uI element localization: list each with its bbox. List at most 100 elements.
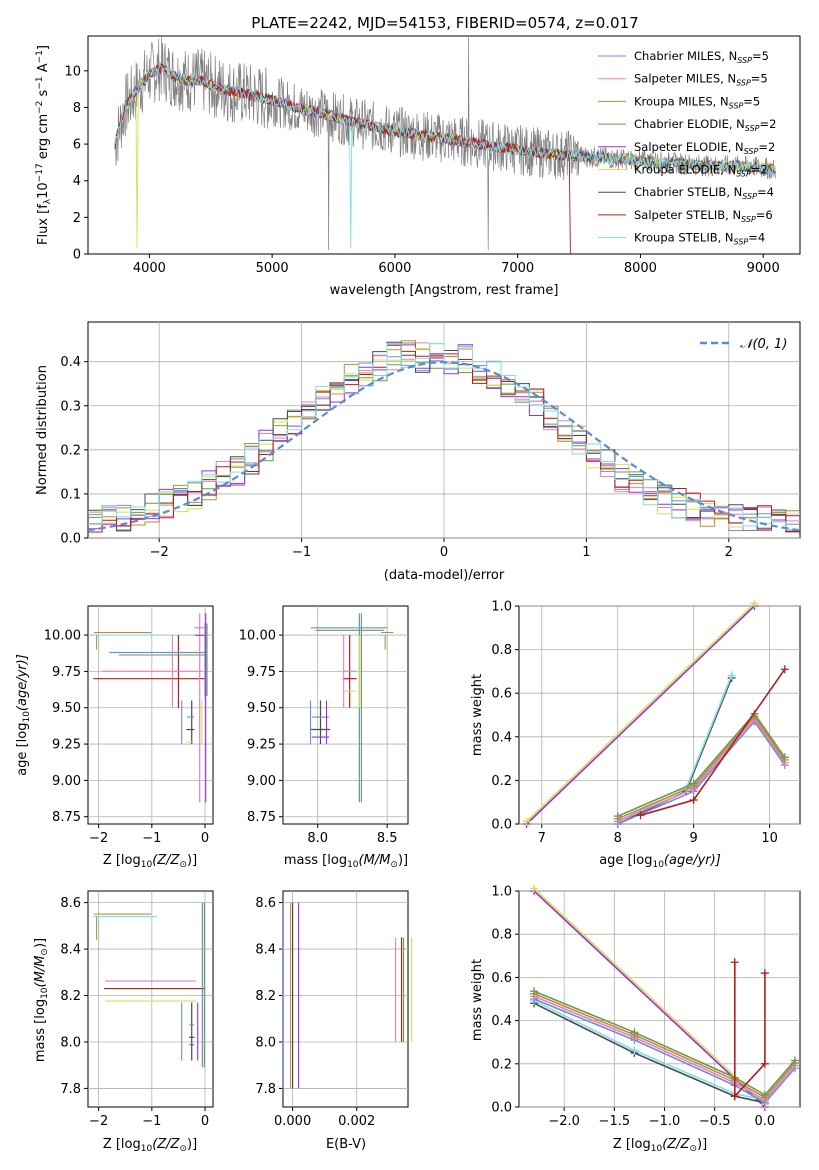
weight-line — [733, 962, 766, 1099]
y-tick-label: 8 — [73, 101, 81, 116]
y-tick-label: 7.8 — [255, 1082, 276, 1097]
y-tick-label: 0.0 — [491, 1101, 512, 1116]
mass-vs-ebv-content: 0.000 0.002 7.8 8.0 8.2 8.4 8.6 — [255, 891, 413, 1129]
mass-vs-ebv-panel: 0.000 0.002 7.8 8.0 8.2 8.4 8.6 E(B-V) — [255, 890, 413, 1152]
y-tick-label: 0.6 — [491, 687, 512, 702]
y-tick-label: 9.25 — [52, 738, 81, 753]
y-tick-label: 0.2 — [491, 1057, 512, 1072]
weight-line — [533, 890, 766, 1108]
weight-marker — [727, 671, 736, 680]
x-tick-label: −1 — [142, 1114, 161, 1129]
x-tick-label: 9000 — [747, 261, 780, 276]
legend-label: Chabrier STELIB, NSSP=4 — [634, 185, 774, 201]
y-tick-label: 9.75 — [247, 665, 276, 680]
y-tick-label: 6 — [73, 138, 81, 153]
x-tick-label: 1 — [582, 545, 590, 560]
x-tick-label: 10 — [761, 831, 778, 846]
weight-vs-z-frame — [518, 890, 801, 1108]
weight-line — [617, 715, 786, 820]
mass-vs-ebv-x-label: E(B-V) — [326, 1137, 366, 1152]
weight-vs-z-x-label: Z [log10(Z/Z⊙)] — [613, 1137, 707, 1154]
y-tick-label: 10 — [64, 64, 81, 79]
histogram-y-label: Normed distribution — [35, 365, 50, 495]
y-tick-label: 0.4 — [491, 730, 512, 745]
weight-marker — [613, 812, 622, 821]
weight-marker — [780, 665, 789, 674]
x-tick-label: 7000 — [501, 261, 534, 276]
histogram-grid: −2 −1 0 1 2 0.0 0.1 0.2 0.3 0.4 — [60, 322, 800, 560]
x-tick-label: 4000 — [133, 261, 166, 276]
age-vs-mass-frame — [282, 605, 409, 825]
x-tick-label: −1 — [142, 831, 161, 846]
spectrum-x-label: wavelength [Angstrom, rest frame] — [330, 283, 559, 298]
weight-vs-z-content: −2.0 −1.5 −1.0 −0.5 0.0 0.0 0.2 0.4 0.6 0.8 1.0 — [491, 884, 800, 1129]
spectrum-lines — [114, 35, 776, 255]
y-tick-label: 9.00 — [247, 774, 276, 789]
x-tick-label: −1.5 — [599, 1114, 631, 1129]
weight-marker — [630, 1028, 639, 1037]
y-tick-label: 0.4 — [60, 355, 81, 370]
histogram-panel: −2 −1 0 1 2 0.0 0.1 0.2 0.3 0.4 𝒩(0, 1) (data-mod… — [35, 321, 801, 583]
weight-vs-z-panel: −2.0 −1.5 −1.0 −0.5 0.0 0.0 0.2 0.4 0.6 0.8 1.0 Z … — [470, 884, 801, 1154]
y-tick-label: 0.0 — [60, 532, 81, 547]
x-tick-label: −2 — [150, 545, 169, 560]
legend-label: Kroupa STELIB, NSSP=4 — [634, 231, 765, 247]
x-tick-label: −1.0 — [649, 1114, 681, 1129]
x-tick-label: 9 — [690, 831, 698, 846]
age-vs-mass-x-label: mass [log10(M/M⊙)] — [284, 853, 408, 870]
x-tick-label: −2.0 — [548, 1114, 580, 1129]
x-tick-label: 0.002 — [338, 1114, 375, 1129]
x-tick-label: −0.5 — [699, 1114, 731, 1129]
weight-line — [617, 717, 786, 823]
histogram-steps — [87, 340, 801, 533]
spectrum-panel: 4000 5000 6000 7000 8000 9000 0 2 4 6 8 10 Chabrier… — [35, 35, 801, 298]
y-tick-label: 10.00 — [44, 629, 81, 644]
y-tick-label: 8.6 — [60, 896, 81, 911]
weight-marker — [730, 958, 739, 967]
spectrum-y-label: Flux [fλ10−17 erg cm−2 s−1 A−1] — [35, 45, 53, 245]
age-vs-z-frame — [87, 605, 214, 825]
x-tick-label: 0 — [201, 1114, 209, 1129]
y-tick-label: 0 — [73, 248, 81, 263]
y-tick-label: 8.6 — [255, 896, 276, 911]
weight-marker — [689, 779, 698, 788]
legend-label: Chabrier ELODIE, NSSP=2 — [634, 117, 776, 133]
y-tick-label: 0.0 — [491, 818, 512, 833]
age-vs-z-content: −2 −1 0 8.75 9.00 9.25 9.50 9.75 10.00 — [44, 606, 213, 846]
age-vs-z-panel: −2 −1 0 8.75 9.00 9.25 9.50 9.75 10.00 Z [log10(… — [15, 605, 214, 870]
weight-marker — [630, 1046, 639, 1055]
legend-label: Salpeter STELIB, NSSP=6 — [634, 208, 773, 224]
weight-vs-age-panel: 7 8 9 10 0.0 0.2 0.4 0.6 0.8 1.0 age [log10(age/y… — [470, 599, 801, 870]
legend-label: Salpeter ELODIE, NSSP=2 — [634, 140, 775, 156]
figure-title: PLATE=2242, MJD=54153, FIBERID=0574, z=0… — [251, 14, 638, 32]
y-tick-label: 8.2 — [255, 989, 276, 1004]
x-tick-label: 0 — [201, 831, 209, 846]
y-tick-label: 4 — [73, 174, 81, 189]
weight-line — [526, 605, 755, 825]
y-tick-label: 0.8 — [491, 643, 512, 658]
y-tick-label: 0.3 — [60, 399, 81, 414]
mass-vs-z-frame — [87, 890, 214, 1108]
y-tick-label: 9.50 — [52, 701, 81, 716]
x-tick-label: 2 — [725, 545, 733, 560]
weight-marker — [780, 753, 789, 762]
y-tick-label: 10.00 — [239, 629, 276, 644]
weight-vs-age-y-label: mass weight — [470, 674, 485, 756]
weight-marker — [750, 599, 759, 608]
weight-line — [617, 712, 786, 817]
weight-vs-age-content: 7 8 9 10 0.0 0.2 0.4 0.6 0.8 1.0 — [491, 599, 800, 846]
y-tick-label: 0.6 — [491, 971, 512, 986]
weight-line — [533, 887, 766, 1105]
x-tick-label: 8 — [614, 831, 622, 846]
y-tick-label: 0.2 — [491, 774, 512, 789]
y-tick-label: 0.8 — [491, 928, 512, 943]
weight-marker — [522, 817, 531, 826]
legend-label: Kroupa ELODIE, NSSP=2 — [634, 163, 768, 179]
x-tick-label: −1 — [292, 545, 311, 560]
x-tick-label: 0.0 — [755, 1114, 776, 1129]
age-vs-mass-panel: 8.0 8.5 8.75 9.00 9.25 9.50 9.75 10.00 mass [lo… — [239, 605, 409, 870]
histogram-step-line — [88, 343, 800, 531]
x-tick-label: 8.0 — [307, 831, 328, 846]
mass-vs-z-y-label: mass [log10(M/M⊙)] — [33, 938, 50, 1062]
